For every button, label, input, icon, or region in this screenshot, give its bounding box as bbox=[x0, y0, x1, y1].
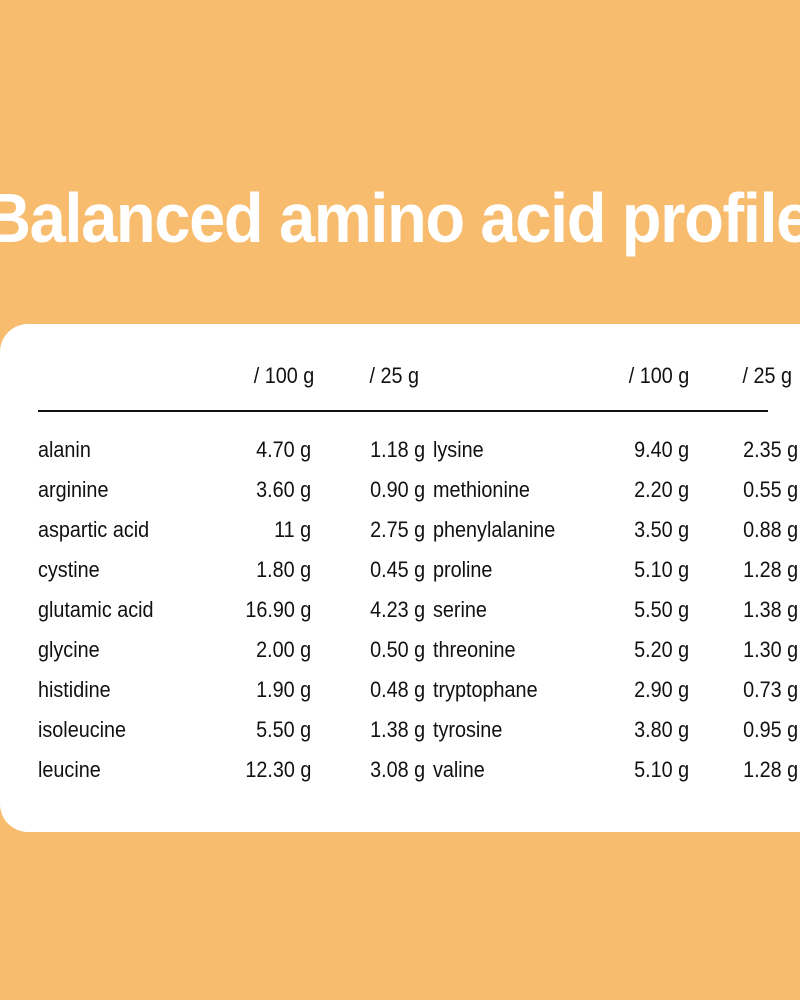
amino-acid-name: alanin bbox=[38, 437, 91, 462]
value-per-25g: 0.90 g bbox=[369, 477, 425, 502]
value-per-100g: 5.10 g bbox=[633, 557, 689, 582]
value-per-25g: 1.38 g bbox=[742, 597, 798, 622]
amino-acid-name: tyrosine bbox=[433, 717, 503, 742]
amino-acid-name: isoleucine bbox=[38, 717, 127, 742]
value-per-25g: 1.38 g bbox=[369, 717, 425, 742]
value-per-100g: 1.80 g bbox=[255, 557, 311, 582]
column-header-left-per-100g: / 100 g bbox=[253, 363, 314, 388]
value-per-100g: 3.80 g bbox=[633, 717, 689, 742]
value-per-25g: 2.35 g bbox=[742, 437, 798, 462]
amino-acid-name: phenylalanine bbox=[433, 517, 556, 542]
amino-acid-name: valine bbox=[433, 757, 485, 782]
amino-acid-name: leucine bbox=[38, 757, 101, 782]
value-per-100g: 5.10 g bbox=[633, 757, 689, 782]
amino-acid-table-card: / 100 g / 25 g / 100 g / 25 g alanin 4.70… bbox=[0, 324, 800, 832]
amino-acid-name: lysine bbox=[433, 437, 484, 462]
page-title: Balanced amino acid profile bbox=[0, 179, 800, 257]
value-per-100g: 5.50 g bbox=[255, 717, 311, 742]
value-per-25g: 2.75 g bbox=[369, 517, 425, 542]
value-per-25g: 4.23 g bbox=[369, 597, 425, 622]
amino-acid-name: methionine bbox=[433, 477, 530, 502]
value-per-100g: 2.00 g bbox=[255, 637, 311, 662]
value-per-25g: 0.45 g bbox=[369, 557, 425, 582]
column-header-right-per-25g: / 25 g bbox=[742, 363, 792, 388]
value-per-100g: 2.90 g bbox=[633, 677, 689, 702]
amino-acid-name: serine bbox=[433, 597, 487, 622]
amino-acid-name: aspartic acid bbox=[38, 517, 150, 542]
value-per-100g: 3.60 g bbox=[255, 477, 311, 502]
amino-acid-name: histidine bbox=[38, 677, 111, 702]
value-per-25g: 1.28 g bbox=[742, 557, 798, 582]
value-per-100g: 3.50 g bbox=[633, 517, 689, 542]
value-per-25g: 1.18 g bbox=[369, 437, 425, 462]
value-per-25g: 0.50 g bbox=[369, 637, 425, 662]
amino-acid-name: glutamic acid bbox=[38, 597, 154, 622]
column-header-right-per-100g: / 100 g bbox=[628, 363, 689, 388]
amino-acid-name: tryptophane bbox=[433, 677, 538, 702]
amino-acid-name: threonine bbox=[433, 637, 516, 662]
value-per-25g: 0.55 g bbox=[742, 477, 798, 502]
amino-acid-name: glycine bbox=[38, 637, 100, 662]
value-per-100g: 12.30 g bbox=[244, 757, 311, 782]
value-per-25g: 0.95 g bbox=[742, 717, 798, 742]
value-per-25g: 3.08 g bbox=[369, 757, 425, 782]
column-header-left-per-25g: / 25 g bbox=[369, 363, 419, 388]
value-per-100g: 2.20 g bbox=[633, 477, 689, 502]
amino-acid-name: cystine bbox=[38, 557, 100, 582]
value-per-25g: 1.30 g bbox=[742, 637, 798, 662]
value-per-100g: 4.70 g bbox=[255, 437, 311, 462]
value-per-25g: 1.28 g bbox=[742, 757, 798, 782]
header-divider bbox=[38, 410, 768, 412]
amino-acid-name: arginine bbox=[38, 477, 109, 502]
value-per-25g: 0.73 g bbox=[742, 677, 798, 702]
value-per-100g: 9.40 g bbox=[633, 437, 689, 462]
value-per-100g: 1.90 g bbox=[255, 677, 311, 702]
value-per-100g: 5.50 g bbox=[633, 597, 689, 622]
value-per-25g: 0.88 g bbox=[742, 517, 798, 542]
amino-acid-name: proline bbox=[433, 557, 493, 582]
value-per-100g: 11 g bbox=[273, 517, 311, 542]
value-per-100g: 16.90 g bbox=[244, 597, 311, 622]
value-per-25g: 0.48 g bbox=[369, 677, 425, 702]
value-per-100g: 5.20 g bbox=[633, 637, 689, 662]
